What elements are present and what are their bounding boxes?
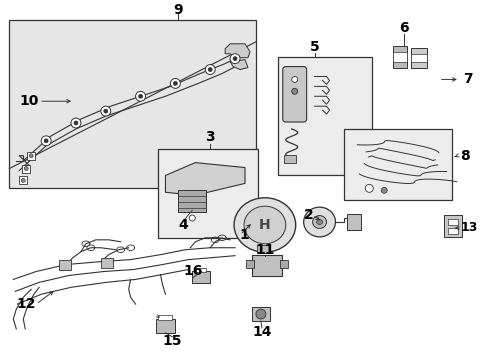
Circle shape <box>74 121 78 125</box>
Circle shape <box>103 109 107 113</box>
Bar <box>392 46 406 68</box>
Ellipse shape <box>244 206 285 244</box>
Text: 13: 13 <box>460 221 477 234</box>
Bar <box>344 129 451 200</box>
Circle shape <box>291 76 297 82</box>
Polygon shape <box>224 44 249 58</box>
Bar <box>410 54 426 62</box>
Bar <box>256 245 268 253</box>
Bar <box>443 215 461 237</box>
Circle shape <box>101 106 111 116</box>
Bar <box>155 319 175 333</box>
Circle shape <box>29 154 33 158</box>
Bar <box>251 307 269 321</box>
Text: 7: 7 <box>462 72 471 86</box>
Bar <box>101 258 113 267</box>
Circle shape <box>208 68 212 72</box>
Bar <box>279 260 287 267</box>
Bar <box>22 165 30 172</box>
Circle shape <box>291 88 297 94</box>
Text: 3: 3 <box>205 130 215 144</box>
Bar <box>9 20 255 188</box>
Polygon shape <box>165 163 244 195</box>
Bar <box>283 155 295 163</box>
Bar <box>392 52 406 62</box>
Circle shape <box>21 179 25 183</box>
Text: 16: 16 <box>183 265 203 279</box>
Text: 15: 15 <box>163 334 182 348</box>
Bar <box>158 149 257 238</box>
Text: 9: 9 <box>173 3 183 17</box>
Circle shape <box>170 78 180 88</box>
Ellipse shape <box>234 198 295 252</box>
FancyBboxPatch shape <box>282 67 306 122</box>
Circle shape <box>41 136 51 146</box>
Ellipse shape <box>316 220 322 225</box>
Circle shape <box>44 139 48 143</box>
Bar <box>346 214 361 230</box>
Polygon shape <box>230 60 247 69</box>
Ellipse shape <box>312 216 326 229</box>
Bar <box>447 228 457 234</box>
Circle shape <box>189 215 195 221</box>
Circle shape <box>173 81 177 85</box>
Circle shape <box>230 54 240 64</box>
Bar <box>447 219 457 225</box>
Text: 2: 2 <box>303 208 313 222</box>
Bar <box>178 190 206 212</box>
Circle shape <box>365 184 372 192</box>
Circle shape <box>233 57 237 60</box>
Text: 5: 5 <box>309 40 319 54</box>
Circle shape <box>24 167 28 171</box>
Text: 10: 10 <box>20 94 39 108</box>
Text: 1: 1 <box>239 228 248 242</box>
Text: 8: 8 <box>459 149 468 163</box>
Bar <box>251 255 281 276</box>
Circle shape <box>135 91 145 101</box>
Text: 4: 4 <box>178 218 188 232</box>
Circle shape <box>138 94 142 98</box>
Text: H: H <box>259 218 270 232</box>
Circle shape <box>71 118 81 128</box>
Circle shape <box>381 187 386 193</box>
Bar <box>19 176 27 184</box>
Text: 14: 14 <box>252 325 271 339</box>
Ellipse shape <box>303 207 335 237</box>
Text: 12: 12 <box>17 297 36 311</box>
Bar <box>410 48 426 68</box>
Bar <box>277 57 371 175</box>
Bar <box>158 315 172 320</box>
Text: 6: 6 <box>399 21 408 35</box>
Bar <box>192 271 210 283</box>
Text: 11: 11 <box>255 243 274 257</box>
Bar <box>59 260 71 270</box>
Bar <box>245 260 253 267</box>
Circle shape <box>205 64 215 75</box>
Bar <box>27 152 35 159</box>
Bar <box>196 267 206 273</box>
Circle shape <box>255 309 265 319</box>
